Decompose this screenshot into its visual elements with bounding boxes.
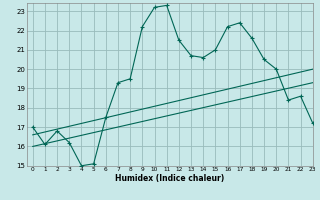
X-axis label: Humidex (Indice chaleur): Humidex (Indice chaleur) bbox=[115, 174, 224, 183]
